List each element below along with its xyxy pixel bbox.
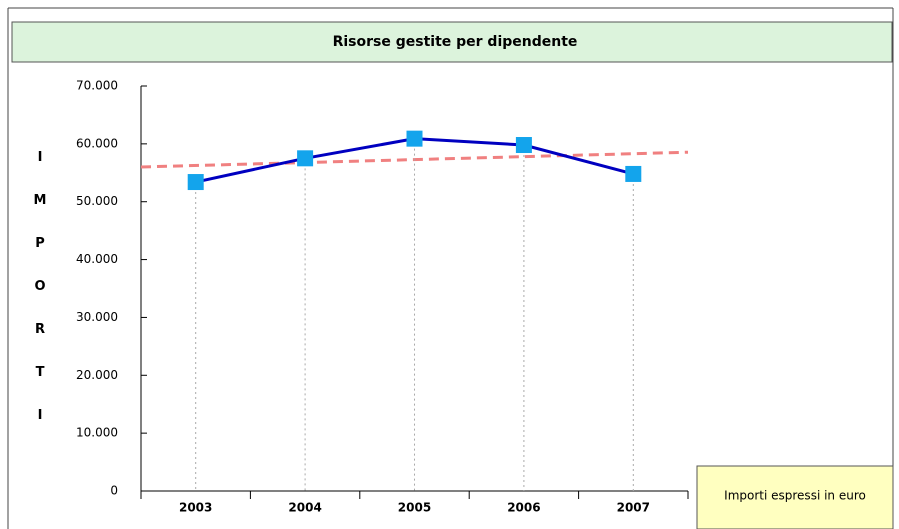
marker <box>515 137 532 154</box>
note: Importi espressi in euro <box>724 489 866 503</box>
title-box <box>11 21 893 63</box>
marker <box>406 130 423 147</box>
y-tick-label: 60.000 <box>76 136 118 150</box>
y-tick-label: 40.000 <box>76 252 118 266</box>
marker <box>187 174 204 191</box>
y-axis-label: IMPORTI <box>33 150 48 451</box>
y-tick-label: 70.000 <box>76 79 118 93</box>
note-box <box>696 465 894 529</box>
marker <box>625 165 642 182</box>
y-tick-label: 50.000 <box>76 194 118 208</box>
marker <box>297 150 314 167</box>
x-tick-label: 2005 <box>398 501 431 515</box>
x-tick-label: 2007 <box>617 501 650 515</box>
chart-title: Risorse gestite per dipendente <box>333 34 578 50</box>
y-tick-label: 30.000 <box>76 310 118 324</box>
x-tick-label: 2004 <box>288 501 321 515</box>
y-tick-label: 0 <box>110 484 118 498</box>
y-tick-label: 20.000 <box>76 368 118 382</box>
x-tick-label: 2003 <box>179 501 212 515</box>
x-tick-label: 2006 <box>507 501 540 515</box>
y-tick-label: 10.000 <box>76 426 118 440</box>
